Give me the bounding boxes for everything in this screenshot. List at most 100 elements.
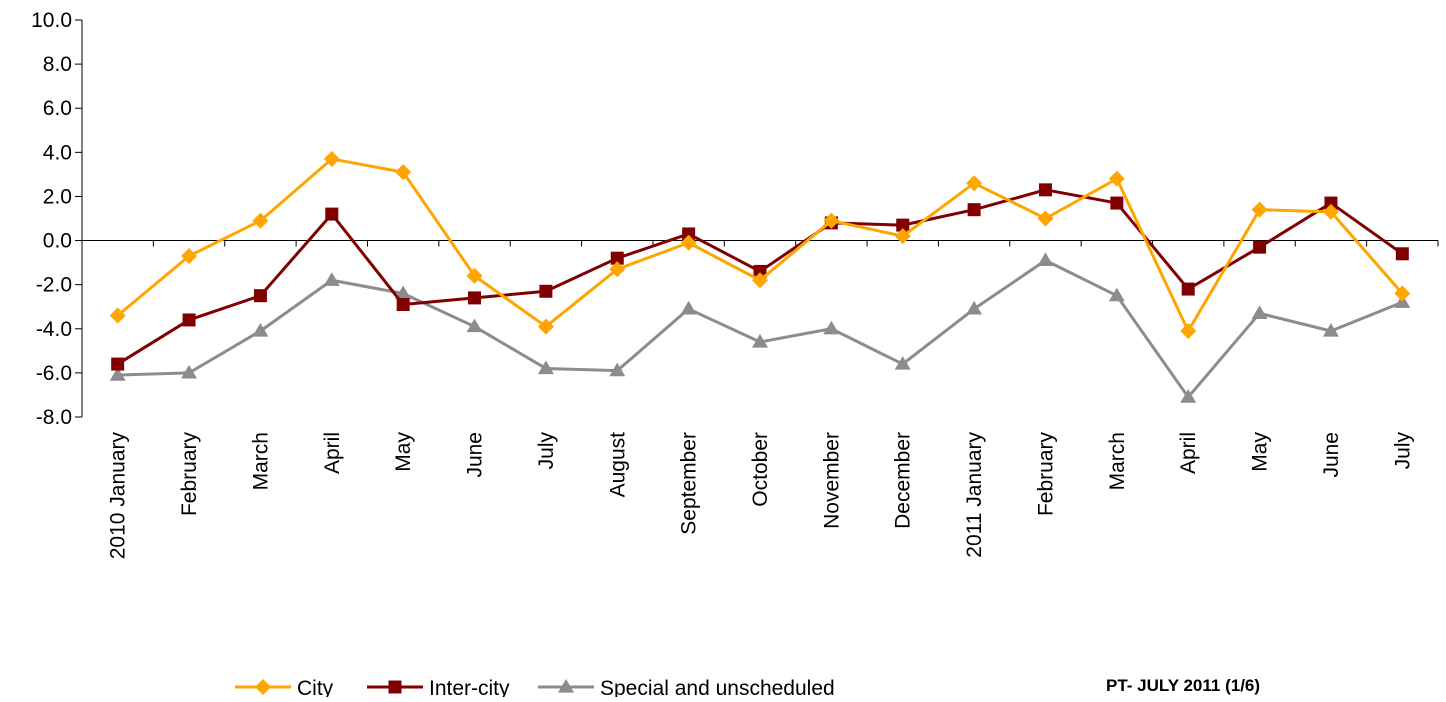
x-category-label: June: [464, 432, 487, 478]
data-point: [181, 247, 198, 264]
data-point: [1038, 183, 1052, 197]
x-category-label: February: [1034, 432, 1057, 517]
data-point: [967, 203, 981, 217]
data-point: [752, 334, 768, 348]
data-point: [894, 228, 911, 245]
legend-marker: [255, 679, 271, 695]
y-tick-label: 0.0: [43, 230, 72, 253]
data-point: [823, 320, 840, 335]
y-tick-label: -4.0: [36, 318, 72, 341]
data-point: [1322, 203, 1339, 220]
y-tick-label: -6.0: [36, 362, 72, 385]
data-point: [1037, 252, 1054, 267]
data-point: [396, 298, 410, 312]
data-point: [466, 318, 483, 333]
legend-item: Special and unscheduled: [538, 677, 835, 700]
legend-item: City: [235, 677, 334, 700]
legend-label: Inter-city: [429, 677, 510, 697]
y-tick-label: -8.0: [36, 406, 72, 429]
data-point: [680, 300, 697, 315]
data-point: [111, 357, 125, 371]
x-category-label: September: [678, 432, 701, 535]
data-point: [1324, 196, 1338, 210]
x-category-label: July: [1391, 432, 1414, 470]
data-point: [610, 251, 624, 265]
y-tick-label: 10.0: [31, 9, 72, 32]
data-point: [468, 291, 482, 305]
data-point: [1180, 322, 1197, 339]
x-category-label: March: [1106, 432, 1129, 490]
data-point: [823, 212, 840, 229]
data-point: [1394, 285, 1411, 302]
data-point: [1037, 210, 1054, 227]
data-point: [1181, 282, 1195, 296]
data-point: [609, 261, 626, 278]
data-point: [1253, 240, 1267, 254]
data-point: [966, 175, 983, 192]
data-point: [395, 164, 412, 181]
x-category-label: 2011 January: [963, 432, 986, 558]
axes: 10.0 8.0 6.0 4.0 2.0 0.0 -2.0 -4.0 -6.0 -8.0 2010 …: [31, 9, 1439, 560]
x-category-label: April: [1177, 432, 1200, 474]
data-point: [1251, 305, 1268, 319]
legend-label: Special and unscheduled: [600, 677, 835, 697]
data-point: [896, 218, 910, 232]
data-point: [539, 284, 553, 298]
x-category-label: May: [392, 432, 415, 472]
x-category-label: November: [820, 432, 843, 529]
data-point: [537, 318, 554, 335]
source-note: PT- JULY 2011 (1/6): [1106, 676, 1260, 695]
x-category-label: December: [892, 432, 915, 529]
data-point: [894, 356, 911, 370]
x-category-label: July: [535, 432, 558, 470]
y-tick-label: 4.0: [43, 141, 72, 164]
y-tick-label: 6.0: [43, 97, 72, 120]
x-category-label: August: [606, 432, 629, 498]
y-tick-label: 2.0: [43, 185, 72, 208]
data-point: [323, 272, 340, 286]
legend-marker: [558, 679, 574, 693]
x-category-label: February: [178, 432, 201, 517]
y-tick-label: 8.0: [43, 53, 72, 76]
series-city: [109, 150, 1411, 339]
data-point: [252, 322, 269, 337]
y-tick-label: -2.0: [36, 274, 72, 297]
data-point: [1180, 389, 1197, 403]
x-category-label: October: [749, 432, 772, 507]
series-lines: [109, 150, 1411, 403]
data-point: [1395, 247, 1409, 261]
x-category-label: March: [249, 432, 272, 490]
data-point: [181, 364, 198, 379]
legend-marker: [388, 680, 402, 694]
data-point: [966, 300, 983, 315]
legend: City Inter-city Special and unscheduled: [235, 677, 835, 700]
data-point: [752, 272, 768, 289]
data-point: [252, 212, 269, 229]
data-point: [609, 362, 626, 377]
data-point: [395, 285, 412, 300]
data-point: [680, 234, 697, 251]
series-line: [116, 157, 1404, 333]
x-category-label: May: [1249, 432, 1272, 472]
data-point: [1108, 170, 1125, 187]
x-category-label: June: [1320, 432, 1343, 478]
series-special-and-unscheduled: [109, 252, 1411, 403]
data-point: [753, 264, 767, 278]
data-point: [1110, 196, 1124, 210]
data-point: [253, 289, 267, 303]
data-point: [109, 367, 126, 381]
data-point: [1322, 322, 1339, 337]
data-point: [466, 267, 483, 284]
data-point: [109, 307, 126, 324]
x-category-label: April: [321, 432, 344, 474]
data-point: [323, 150, 340, 167]
legend-label: City: [297, 677, 334, 697]
x-category-label: 2010 January: [107, 432, 130, 560]
legend-item: Inter-city: [367, 677, 510, 700]
data-point: [682, 227, 696, 241]
data-point: [1108, 287, 1125, 302]
data-point: [1251, 201, 1268, 218]
data-point: [537, 360, 554, 375]
